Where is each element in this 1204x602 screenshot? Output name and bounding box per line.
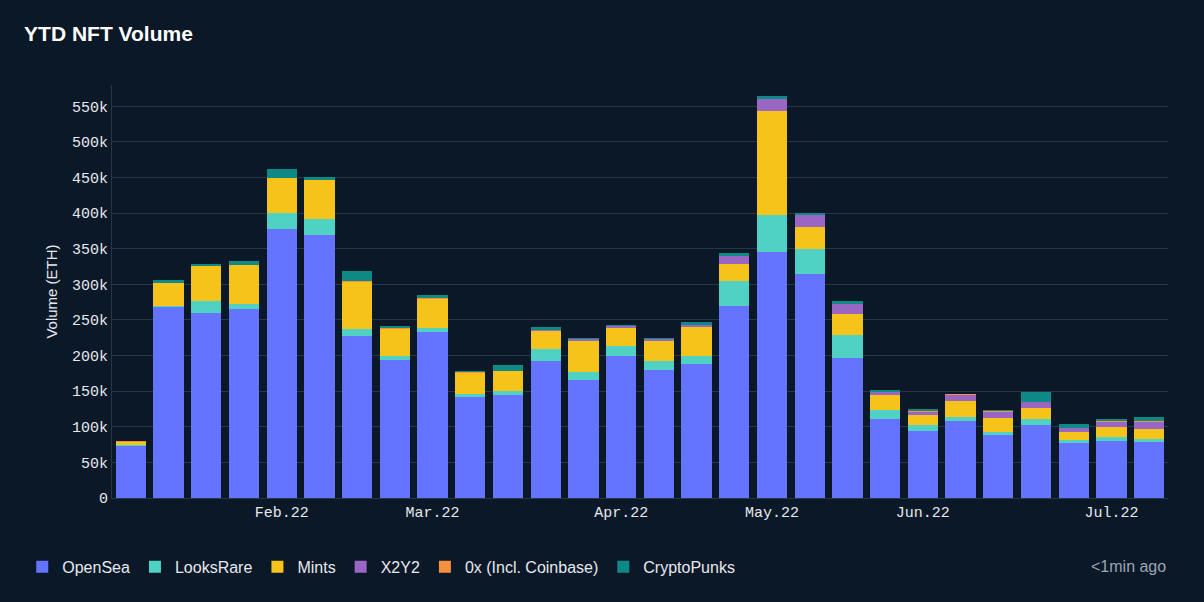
svg-text:<1min ago: <1min ago — [1091, 558, 1166, 575]
svg-text:500k: 500k — [72, 135, 108, 152]
svg-text:350k: 350k — [72, 242, 108, 259]
svg-text:LooksRare: LooksRare — [175, 559, 252, 576]
svg-text:0x (Incl. Coinbase): 0x (Incl. Coinbase) — [465, 559, 598, 576]
svg-text:150k: 150k — [72, 384, 108, 401]
svg-text:YTD NFT Volume: YTD NFT Volume — [24, 22, 193, 45]
svg-text:200k: 200k — [72, 349, 108, 366]
svg-text:50k: 50k — [81, 456, 108, 473]
svg-text:May.22: May.22 — [745, 505, 799, 522]
svg-text:CryptoPunks: CryptoPunks — [643, 559, 735, 576]
svg-text:550k: 550k — [72, 100, 108, 117]
svg-text:100k: 100k — [72, 420, 108, 437]
svg-text:Jul.22: Jul.22 — [1084, 505, 1138, 522]
svg-text:Mints: Mints — [297, 559, 335, 576]
svg-text:Volume (ETH): Volume (ETH) — [43, 244, 60, 338]
svg-text:Apr.22: Apr.22 — [594, 505, 648, 522]
svg-text:Jun.22: Jun.22 — [896, 505, 950, 522]
svg-text:450k: 450k — [72, 171, 108, 188]
svg-text:300k: 300k — [72, 278, 108, 295]
svg-text:Feb.22: Feb.22 — [255, 505, 309, 522]
svg-text:X2Y2: X2Y2 — [381, 559, 420, 576]
svg-text:Mar.22: Mar.22 — [406, 505, 460, 522]
svg-text:OpenSea: OpenSea — [62, 559, 130, 576]
svg-text:250k: 250k — [72, 313, 108, 330]
svg-text:400k: 400k — [72, 206, 108, 223]
svg-text:0: 0 — [99, 491, 108, 508]
